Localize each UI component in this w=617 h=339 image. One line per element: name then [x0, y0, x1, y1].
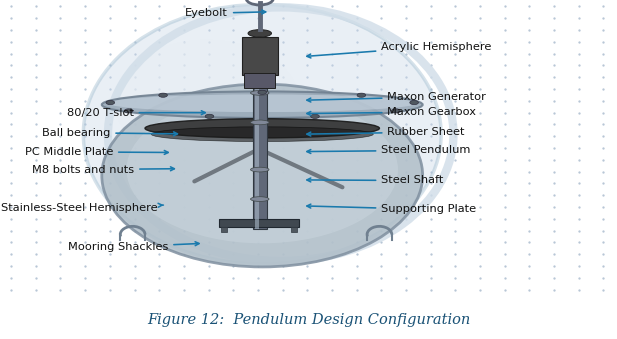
- Text: Maxon Generator: Maxon Generator: [307, 92, 486, 102]
- Ellipse shape: [251, 167, 269, 172]
- Ellipse shape: [126, 96, 398, 243]
- Text: Mooring Shackles: Mooring Shackles: [68, 242, 199, 252]
- Circle shape: [258, 90, 267, 94]
- Bar: [244, 73, 275, 88]
- Ellipse shape: [151, 127, 373, 142]
- Text: Steel Shaft: Steel Shaft: [307, 176, 444, 185]
- Ellipse shape: [251, 91, 269, 95]
- Circle shape: [124, 109, 133, 113]
- Text: Supporting Plate: Supporting Plate: [307, 204, 476, 214]
- Circle shape: [410, 100, 418, 105]
- Text: Maxon Gearbox: Maxon Gearbox: [307, 107, 476, 117]
- Bar: [255, 46, 259, 228]
- Bar: [253, 46, 267, 228]
- Circle shape: [392, 109, 400, 113]
- Ellipse shape: [248, 29, 271, 37]
- Bar: [221, 227, 227, 233]
- Text: M8 bolts and nuts: M8 bolts and nuts: [32, 165, 175, 175]
- Circle shape: [311, 114, 320, 118]
- Ellipse shape: [102, 92, 423, 118]
- Circle shape: [357, 93, 366, 97]
- Text: Eyebolt: Eyebolt: [185, 8, 266, 18]
- Text: Steel Pendulum: Steel Pendulum: [307, 145, 471, 155]
- Circle shape: [159, 93, 167, 97]
- Ellipse shape: [114, 40, 299, 164]
- Text: Rubber Sheet: Rubber Sheet: [307, 127, 465, 137]
- Text: 80/20 T-slot: 80/20 T-slot: [67, 108, 205, 118]
- Text: Stainless-Steel Hemisphere: Stainless-Steel Hemisphere: [1, 203, 164, 213]
- Bar: [219, 219, 299, 227]
- Circle shape: [106, 100, 115, 105]
- Ellipse shape: [251, 120, 269, 125]
- Ellipse shape: [83, 4, 441, 264]
- Text: PC Middle Plate: PC Middle Plate: [25, 147, 168, 157]
- Ellipse shape: [251, 197, 269, 201]
- Bar: [291, 227, 297, 233]
- Ellipse shape: [145, 119, 379, 138]
- Circle shape: [205, 114, 213, 118]
- Bar: [242, 37, 278, 75]
- Ellipse shape: [102, 84, 423, 267]
- Ellipse shape: [108, 94, 416, 112]
- Text: Acrylic Hemisphere: Acrylic Hemisphere: [307, 42, 492, 58]
- Text: Ball bearing: Ball bearing: [42, 128, 178, 138]
- Text: Figure 12:  Pendulum Design Configuration: Figure 12: Pendulum Design Configuration: [147, 313, 470, 327]
